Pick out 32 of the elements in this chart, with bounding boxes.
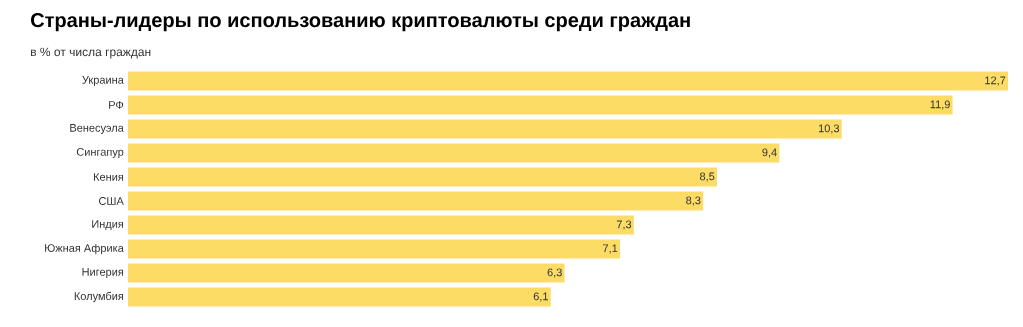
bar bbox=[128, 287, 551, 307]
bar bbox=[128, 191, 704, 211]
data-label: 6,1 bbox=[533, 292, 548, 302]
y-tick-label: Сингапур bbox=[76, 148, 124, 158]
bar bbox=[128, 95, 953, 115]
y-tick-label: Кения bbox=[94, 173, 124, 181]
bar bbox=[128, 167, 717, 187]
y-tick-label: Индия bbox=[92, 220, 124, 230]
data-label: 10,3 bbox=[818, 124, 840, 134]
bar bbox=[128, 239, 620, 259]
data-label: 8,3 bbox=[686, 196, 701, 206]
y-tick-label: Южная Африка bbox=[45, 243, 124, 255]
data-label: 11,9 bbox=[930, 100, 950, 110]
data-label: 7,3 bbox=[616, 220, 632, 230]
bar bbox=[128, 71, 1009, 91]
bar bbox=[128, 263, 565, 283]
y-tick-label: Венесуэла bbox=[70, 124, 124, 134]
bar bbox=[128, 143, 780, 163]
data-label: 7,1 bbox=[603, 244, 618, 254]
y-tick-label: США bbox=[99, 197, 124, 205]
y-tick-label: РФ bbox=[109, 101, 124, 109]
bar bbox=[128, 119, 842, 139]
y-tick-label: Украина bbox=[82, 76, 124, 86]
chart-subtitle: в % от числа граждан bbox=[31, 47, 151, 59]
data-label: 6,3 bbox=[547, 268, 562, 278]
y-tick-label: Нигерия bbox=[82, 268, 124, 278]
y-tick-label: Колумбия bbox=[74, 291, 124, 303]
data-label: 9,4 bbox=[762, 148, 777, 158]
bar bbox=[128, 215, 634, 235]
data-label: 8,5 bbox=[699, 172, 715, 182]
data-label: 12,7 bbox=[985, 76, 1006, 86]
chart-title: Страны-лидеры по использованию криптовалюты среди граждан bbox=[31, 13, 690, 32]
